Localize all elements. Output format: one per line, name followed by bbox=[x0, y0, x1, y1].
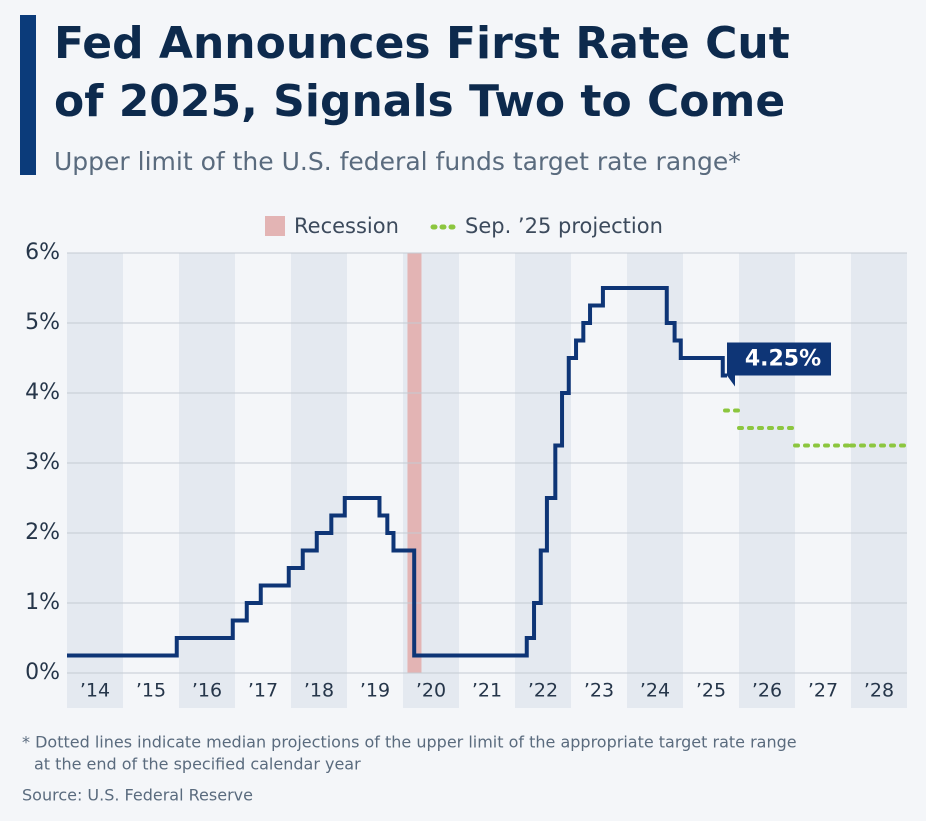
footnote: * Dotted lines indicate median projectio… bbox=[22, 733, 797, 752]
x-tick-label: ’20 bbox=[416, 680, 446, 702]
legend-swatch bbox=[265, 216, 285, 236]
y-tick-label: 4% bbox=[25, 380, 60, 405]
year-band bbox=[851, 253, 907, 708]
x-tick-label: ’27 bbox=[808, 680, 838, 702]
x-tick-label: ’28 bbox=[864, 680, 894, 702]
y-tick-label: 3% bbox=[25, 450, 60, 475]
x-tick-label: ’16 bbox=[192, 680, 222, 702]
y-tick-label: 2% bbox=[25, 520, 60, 545]
x-tick-label: ’23 bbox=[584, 680, 614, 702]
y-tick-label: 5% bbox=[25, 310, 60, 335]
chart-title: of 2025, Signals Two to Come bbox=[54, 76, 785, 127]
y-tick-label: 6% bbox=[25, 240, 60, 265]
x-tick-label: ’22 bbox=[528, 680, 558, 702]
legend-label: Sep. ’25 projection bbox=[465, 214, 663, 238]
source: Source: U.S. Federal Reserve bbox=[22, 786, 253, 805]
y-tick-label: 0% bbox=[25, 660, 60, 685]
x-tick-label: ’15 bbox=[136, 680, 166, 702]
year-band bbox=[67, 253, 123, 708]
chart-subtitle: Upper limit of the U.S. federal funds ta… bbox=[54, 147, 741, 176]
x-tick-label: ’26 bbox=[752, 680, 782, 702]
title-accent bbox=[20, 15, 36, 175]
data-label: 4.25% bbox=[745, 347, 821, 372]
year-band bbox=[291, 253, 347, 708]
year-band bbox=[739, 253, 795, 708]
x-tick-label: ’14 bbox=[80, 680, 110, 702]
x-tick-label: ’19 bbox=[360, 680, 390, 702]
x-tick-label: ’18 bbox=[304, 680, 334, 702]
legend-label: Recession bbox=[294, 214, 399, 238]
x-tick-label: ’25 bbox=[696, 680, 726, 702]
x-tick-label: ’17 bbox=[248, 680, 278, 702]
year-band bbox=[515, 253, 571, 708]
x-tick-label: ’21 bbox=[472, 680, 502, 702]
y-tick-label: 1% bbox=[25, 590, 60, 615]
x-tick-label: ’24 bbox=[640, 680, 670, 702]
chart-title: Fed Announces First Rate Cut bbox=[54, 18, 790, 69]
footnote: at the end of the specified calendar yea… bbox=[34, 755, 361, 774]
year-band bbox=[179, 253, 235, 708]
callout-box bbox=[727, 342, 831, 387]
